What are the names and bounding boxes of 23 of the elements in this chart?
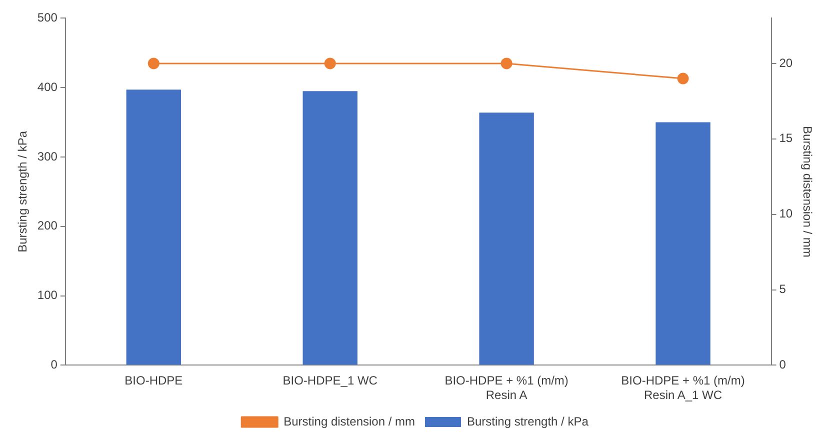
y-tick-label: 0: [50, 358, 58, 372]
y-tick-label: 400: [37, 80, 58, 94]
legend-label: Bursting strength / kPa: [466, 414, 589, 428]
y-axis-title: Bursting strength / kPa: [16, 130, 30, 252]
x-tick-label: BIO-HDPE + %1 (m/m) Resin A_1 WC: [621, 374, 745, 402]
x-tick-label: BIO-HDPE + %1 (m/m) Resin A: [444, 374, 568, 402]
y2-tick-label: 5: [779, 282, 786, 296]
y2-tick-label: 20: [779, 56, 793, 70]
y-tick-label: 100: [37, 288, 58, 302]
x-tick-label: BIO-HDPE: [124, 374, 183, 388]
bar: [479, 112, 534, 365]
y-tick-label: 500: [37, 10, 58, 25]
bar: [302, 91, 358, 365]
legend-label: Bursting distension / mm: [284, 414, 415, 428]
y2-tick-label: 0: [779, 358, 786, 372]
y-tick-label: 300: [37, 149, 58, 164]
bar: [656, 122, 710, 365]
y-tick-label: 200: [37, 218, 58, 233]
y2-tick-label: 15: [779, 131, 793, 146]
y2-tick-label: 10: [779, 206, 793, 221]
bar: [126, 90, 181, 365]
y2-axis-title: Bursting distension / mm: [800, 126, 814, 258]
x-tick-label: BIO-HDPE_1 WC: [282, 374, 378, 388]
